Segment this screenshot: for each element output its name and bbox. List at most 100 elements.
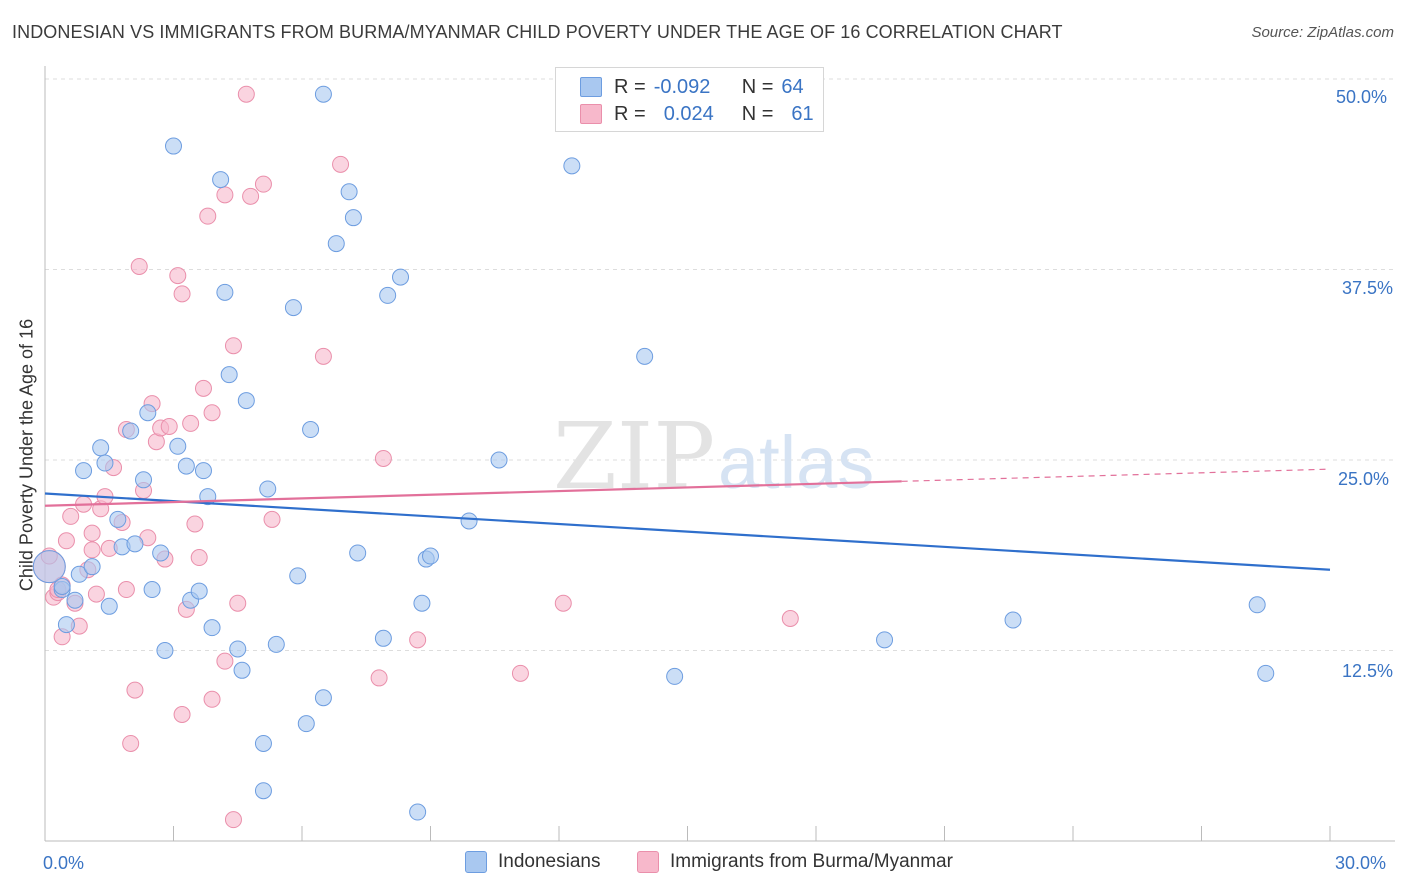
burma-point (194, 379, 212, 397)
burma-point (314, 347, 332, 365)
burma-point (182, 414, 200, 432)
burma-point (169, 267, 187, 285)
indonesians-point (413, 594, 431, 612)
bottom-legend-burma: Immigrants from Burma/Myanmar (637, 851, 953, 873)
indonesians-point (460, 512, 478, 530)
indonesians-point (165, 137, 182, 155)
indonesians-point (392, 268, 410, 286)
indonesians-point (374, 629, 392, 647)
indonesians-point (32, 550, 66, 584)
indonesians-point (349, 544, 367, 562)
burma-point (173, 285, 191, 303)
legend-n-value: 61 (791, 102, 814, 125)
indonesians-point (563, 157, 581, 175)
source-credit: Source: ZipAtlas.com (1251, 24, 1394, 41)
burma-point (332, 155, 350, 173)
indonesians-point (75, 462, 93, 480)
legend-r-value: -0.092 (653, 75, 711, 98)
burma-point (254, 175, 272, 193)
indonesians-point (156, 642, 174, 659)
indonesians-point (314, 85, 332, 103)
indonesians-point (92, 439, 110, 457)
burma-point (199, 207, 217, 225)
indonesians-point (636, 347, 654, 365)
burma-point (374, 449, 392, 467)
indonesians-point (876, 631, 894, 649)
series-indonesians-points (32, 85, 1275, 821)
indonesians-point (139, 404, 157, 422)
indonesians-point (143, 581, 161, 599)
indonesians-point (237, 392, 255, 410)
indonesians-point (70, 565, 88, 583)
indonesians-point (100, 597, 118, 615)
indonesians-point (490, 451, 508, 469)
burma-point (62, 507, 80, 525)
burma-point (126, 681, 144, 699)
indonesians-point (1248, 596, 1266, 614)
indonesians-point (254, 782, 272, 800)
indonesians-point (289, 567, 307, 585)
legend-r-value: 0.024 (663, 102, 714, 125)
burma-point (57, 532, 75, 550)
burma-point (263, 510, 281, 528)
legend-r-label: R = (614, 102, 646, 125)
indonesians-point (267, 635, 285, 653)
indonesians-point (169, 437, 187, 455)
indonesians-point (327, 235, 345, 253)
burma-point (224, 811, 242, 829)
indonesians-point (1257, 664, 1275, 682)
indonesians-point (212, 171, 230, 189)
watermark: ZIP atlas (553, 403, 874, 510)
correlation-legend: R = -0.092 N = 64 R = 0.024 N = 61 (555, 67, 824, 132)
legend-n-value: 64 (781, 75, 804, 98)
x-tick-min: 0.0% (43, 853, 85, 873)
indonesians-point (194, 462, 212, 480)
indonesians-point (135, 471, 153, 489)
indonesians-point (422, 547, 439, 565)
burma-point (203, 404, 221, 422)
burma-point (554, 594, 572, 612)
x-tick-max: 30.0% (1335, 853, 1387, 873)
burma-point (511, 664, 529, 682)
burma-point (216, 186, 234, 204)
indonesians-point (254, 734, 272, 752)
indonesians-point (302, 421, 320, 439)
burma-point (87, 585, 105, 603)
burma-point (83, 541, 101, 559)
indonesians-point (344, 209, 362, 227)
burma-point (122, 734, 140, 752)
indonesians-point (259, 480, 277, 498)
indonesians-point (220, 366, 238, 384)
indonesians-point (152, 544, 170, 562)
legend-swatch-blue (580, 77, 602, 97)
chart-title: INDONESIAN VS IMMIGRANTS FROM BURMA/MYAN… (12, 22, 1063, 42)
trend-lines (44, 468, 1331, 571)
indonesians-point (284, 299, 302, 317)
indonesians-point (57, 616, 75, 634)
indonesians-point (666, 667, 684, 685)
legend-row-burma: R = 0.024 N = 61 (580, 102, 814, 126)
burma-point (370, 669, 388, 687)
indonesians-point (177, 457, 195, 475)
indonesians-point (122, 422, 140, 440)
indonesians-point (66, 591, 84, 609)
indonesians-point (203, 619, 221, 637)
y-tick-37-5: 37.5% (1342, 278, 1394, 298)
burma-trend-line (44, 480, 902, 507)
indonesians-point (83, 558, 101, 576)
burma-point (117, 581, 135, 599)
burma-point (237, 85, 255, 103)
burma-point (160, 417, 178, 435)
burma-point (781, 609, 799, 627)
indonesians-point (53, 577, 71, 595)
burma-point (83, 524, 101, 542)
burma-point (224, 337, 242, 355)
y-tick-50: 50.0% (1336, 87, 1388, 107)
bottom-legend-label: Indonesians (498, 851, 601, 872)
bottom-legend-indonesians: Indonesians (465, 851, 600, 873)
indonesians-point (126, 535, 144, 553)
bottom-legend-label: Immigrants from Burma/Myanmar (670, 851, 953, 872)
indonesians-point (229, 640, 247, 658)
indonesians-trend-line (44, 492, 1331, 571)
watermark-atlas: atlas (718, 421, 874, 504)
